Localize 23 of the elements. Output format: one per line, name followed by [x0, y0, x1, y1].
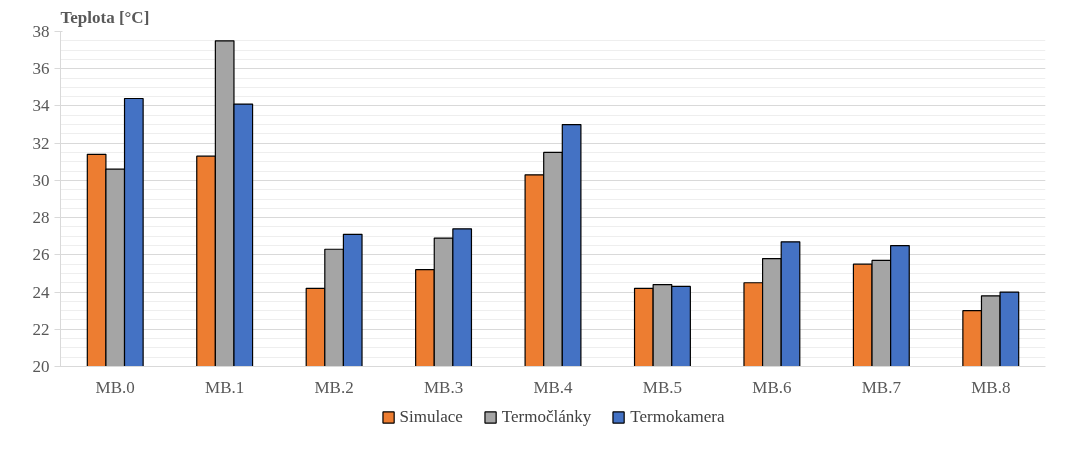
x-tick-label: MB.0: [95, 377, 135, 397]
x-tick-label: MB.5: [642, 377, 683, 397]
y-tick-label: 38: [32, 22, 50, 41]
y-tick-label: 24: [32, 282, 50, 302]
y-tick-label: 28: [32, 208, 50, 228]
y-tick-label: 20: [32, 357, 50, 376]
y-tick-label: 34: [32, 96, 50, 116]
y-tick-label: 32: [32, 133, 50, 153]
y-axis-title: Teplota [°C]: [60, 7, 150, 27]
y-tick-label: 36: [32, 59, 50, 79]
y-tick-label: 30: [32, 170, 50, 190]
x-tick-label: MB.4: [533, 377, 574, 397]
x-tick-label: MB.2: [314, 377, 354, 397]
legend-label: Termokamera: [630, 407, 725, 427]
x-tick-label: MB.7: [861, 377, 902, 397]
y-tick-label: 22: [32, 319, 50, 339]
x-tick-label: MB.6: [752, 377, 792, 397]
y-tick-label: 26: [32, 245, 50, 265]
x-tick-label: MB.3: [423, 377, 464, 397]
legend-label: Termočlánky: [501, 407, 592, 427]
x-tick-label: MB.1: [205, 377, 245, 397]
legend-label: Simulace: [399, 407, 463, 427]
x-tick-label: MB.8: [971, 377, 1011, 397]
